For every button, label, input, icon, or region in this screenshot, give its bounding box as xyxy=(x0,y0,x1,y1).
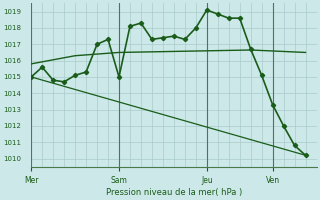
X-axis label: Pression niveau de la mer( hPa ): Pression niveau de la mer( hPa ) xyxy=(106,188,242,197)
